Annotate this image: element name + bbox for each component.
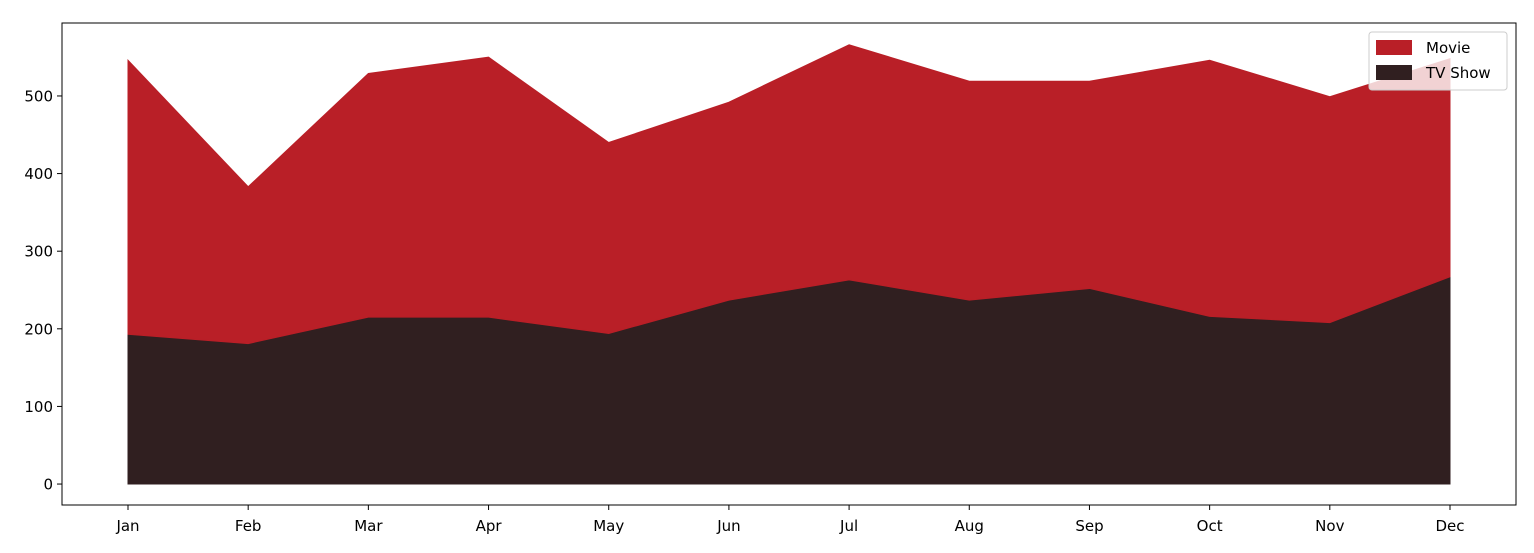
y-tick-label: 300 [24, 243, 53, 261]
y-tick-label: 400 [24, 165, 53, 183]
area-series-movie [127, 44, 1451, 345]
x-tick-label: Dec [1435, 517, 1464, 535]
y-axis: 0 100 200 300 400 500 [24, 87, 62, 494]
series-layer [127, 44, 1451, 485]
x-tick-label: Sep [1075, 517, 1103, 535]
legend-swatch-movie [1376, 40, 1412, 55]
legend: Movie TV Show [1368, 31, 1508, 91]
x-tick-label: Apr [476, 517, 503, 535]
x-tick-label: Oct [1197, 517, 1223, 535]
y-tick-label: 500 [24, 87, 53, 105]
y-tick-label: 100 [24, 398, 53, 416]
y-tick-label: 200 [24, 320, 53, 338]
legend-swatch-tv-show [1376, 65, 1412, 80]
legend-label-tv-show: TV Show [1425, 64, 1491, 82]
x-tick-label: May [593, 517, 624, 535]
legend-label-movie: Movie [1426, 39, 1470, 57]
x-tick-label: Jan [115, 517, 139, 535]
x-tick-label: Jun [716, 517, 740, 535]
x-tick-label: Jul [839, 517, 858, 535]
x-tick-label: Feb [235, 517, 262, 535]
x-axis: Jan Feb Mar Apr May Jun Jul Aug Sep Oct Nov Dec [115, 505, 1465, 535]
axes-frame [61, 22, 1517, 506]
x-tick-label: Aug [955, 517, 984, 535]
y-tick-label: 0 [43, 476, 53, 494]
x-tick-label: Nov [1315, 517, 1344, 535]
x-tick-label: Mar [354, 517, 383, 535]
